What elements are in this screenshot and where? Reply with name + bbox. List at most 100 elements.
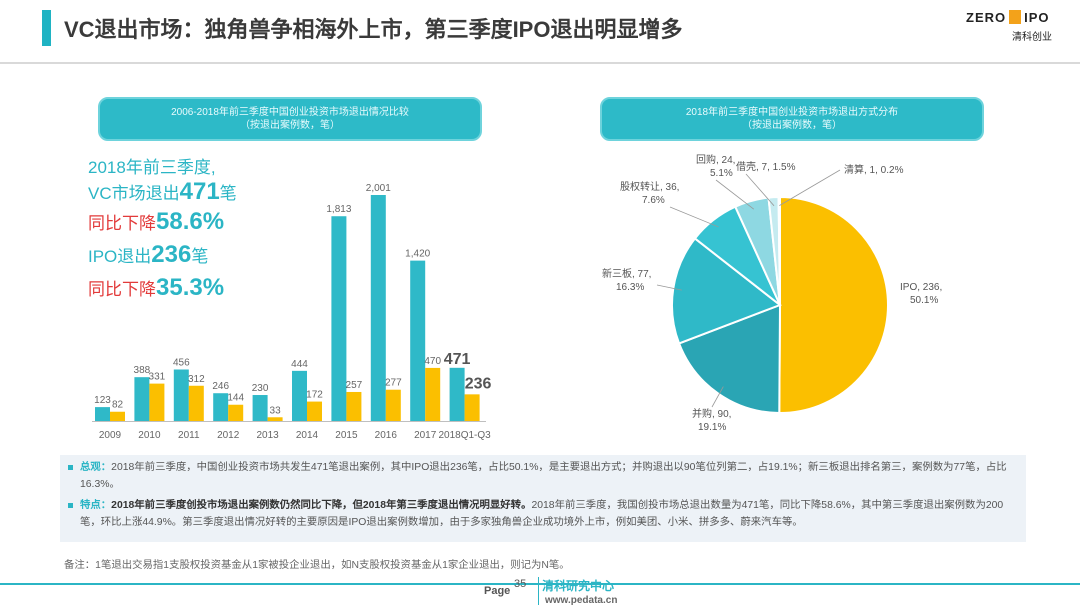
- pie-chart-subtitle: （按退出案例数，笔）: [742, 120, 842, 131]
- highlight-vc-decline: 同比下降58.6%: [88, 208, 225, 235]
- highlight-period: 2018年前三季度,: [88, 158, 216, 177]
- bar-ipo-exits: [425, 367, 441, 421]
- pie-label-2: 新三板, 77, 16.3%: [602, 267, 651, 293]
- bar-total-value-label: 456: [173, 357, 190, 368]
- highlight-ipo-exits-value: 236: [151, 241, 192, 268]
- bar-total-exits: [370, 195, 386, 421]
- bar-total-exits: [134, 377, 150, 421]
- bullet-icon: [68, 465, 73, 470]
- bar-ipo-value-label: 33: [270, 405, 282, 416]
- bar-ipo-exits: [188, 385, 204, 421]
- bar-ipo-value-label: 144: [227, 393, 244, 404]
- bar-total-exits: [173, 369, 189, 421]
- highlight-vc-decline-value: 58.6%: [156, 208, 225, 235]
- pie-label-5: 借壳, 7, 1.5%: [736, 160, 796, 173]
- bar-total-value-label: 246: [212, 381, 229, 392]
- bullet-icon: [68, 503, 73, 508]
- x-tick-label: 2009: [99, 430, 122, 441]
- x-tick-label: 2010: [138, 430, 161, 441]
- pie-label-3: 股权转让, 36, 7.6%: [620, 180, 679, 206]
- highlight-ipo-decline-value: 35.3%: [156, 274, 225, 301]
- bar-total-value-label: 2,001: [366, 183, 391, 194]
- highlight-vc-exits-value: 471: [179, 178, 220, 205]
- bar-total-exits: [449, 367, 465, 421]
- bar-total-value-label: 471: [444, 351, 471, 368]
- note-features: 特点：2018年前三季度创投市场退出案例数仍然同比下降，但2018年第三季度退出…: [68, 497, 1020, 531]
- bar-ipo-exits: [228, 404, 244, 421]
- bar-total-value-label: 230: [252, 383, 269, 394]
- pie-label-4: 回购, 24, 5.1%: [696, 153, 735, 179]
- bar-ipo-value-label: 172: [306, 390, 323, 401]
- pie-leader-line-5: [745, 173, 775, 207]
- bar-ipo-value-label: 277: [385, 378, 402, 389]
- pie-chart-title: 2018年前三季度中国创业投资市场退出方式分布: [685, 107, 899, 118]
- footer-url: www.pedata.cn: [545, 595, 618, 606]
- pie-slice-1: [677, 303, 782, 415]
- pie-slice-6: [777, 195, 781, 306]
- notes-box: 总观：2018年前三季度，中国创业投资市场共发生471笔退出案例，其中IPO退出…: [60, 455, 1026, 542]
- bar-ipo-value-label: 331: [149, 372, 166, 383]
- bar-total-exits: [331, 216, 347, 421]
- bar-ipo-exits: [267, 417, 283, 421]
- x-tick-label: 2017: [414, 430, 437, 441]
- pie-leader-line-1: [711, 386, 724, 408]
- footer-brand: 清科研究中心: [542, 579, 615, 593]
- bar-total-value-label: 1,813: [326, 204, 351, 215]
- bar-total-value-label: 123: [94, 395, 111, 406]
- logo-text-right: IPO: [1024, 10, 1050, 25]
- footer-separator: [538, 577, 539, 605]
- bar-ipo-value-label: 236: [465, 375, 492, 392]
- x-tick-label: 2015: [335, 430, 358, 441]
- pie-leader-line-2: [656, 284, 682, 291]
- zero2ipo-logo: ZERO IPO 清科创业: [966, 10, 1070, 46]
- header-accent-bar: [42, 10, 51, 46]
- bar-ipo-exits: [385, 389, 401, 421]
- bar-chart-subtitle: （按退出案例数，笔）: [240, 120, 340, 131]
- bar-total-exits: [292, 370, 307, 421]
- bar-chart-title-box: 2006-2018年前三季度中国创业投资市场退出情况比较 （按退出案例数，笔）: [98, 97, 482, 141]
- bar-ipo-value-label: 82: [112, 400, 124, 411]
- x-tick-label: 2011: [178, 430, 200, 441]
- pie-chart-title-box: 2018年前三季度中国创业投资市场退出方式分布 （按退出案例数，笔）: [600, 97, 984, 141]
- bar-chart-title: 2006-2018年前三季度中国创业投资市场退出情况比较: [171, 107, 409, 118]
- logo-mark-icon: [1009, 10, 1022, 24]
- bar-total-value-label: 444: [291, 359, 308, 370]
- bar-ipo-exits: [464, 394, 480, 421]
- logo-text-left: ZERO: [966, 10, 1007, 25]
- note-summary: 总观：2018年前三季度，中国创业投资市场共发生471笔退出案例，其中IPO退出…: [68, 459, 1020, 493]
- pie-label-6: 清算, 1, 0.2%: [844, 163, 904, 176]
- pie-leader-line-6: [779, 169, 841, 206]
- bar-ipo-exits: [110, 411, 125, 421]
- bar-ipo-exits: [149, 383, 165, 421]
- highlight-ipo-exits: IPO退出236笔: [88, 241, 209, 268]
- x-tick-label: 2018Q1-Q3: [438, 430, 491, 441]
- pie-slice-0: [778, 195, 889, 414]
- footnote: 备注：1笔退出交易指1支股权投资基金从1家被投企业退出，如N支股权投资基金从1家…: [64, 560, 570, 571]
- highlight-ipo-decline: 同比下降35.3%: [88, 274, 225, 301]
- pie-slice-2: [671, 237, 783, 345]
- bar-ipo-value-label: 257: [346, 380, 363, 391]
- logo-subtext: 清科创业: [1012, 32, 1052, 43]
- bar-total-value-label: 388: [134, 365, 151, 376]
- bar-ipo-exits: [307, 401, 322, 421]
- header-divider: [0, 62, 1080, 64]
- footer-divider: [0, 583, 1080, 585]
- pie-label-1: 并购, 90, 19.1%: [692, 407, 731, 433]
- pie-label-0: IPO, 236, 50.1%: [900, 282, 942, 306]
- bar-ipo-value-label: 470: [424, 356, 441, 367]
- bar-total-value-label: 1,420: [405, 249, 430, 260]
- bar-total-exits: [213, 393, 229, 421]
- x-tick-label: 2012: [217, 430, 240, 441]
- x-tick-label: 2013: [256, 430, 279, 441]
- pie-leader-line-3: [669, 206, 719, 228]
- bar-total-exits: [95, 407, 110, 421]
- x-tick-label: 2016: [375, 430, 398, 441]
- bar-ipo-value-label: 312: [188, 374, 205, 385]
- bar-total-exits: [410, 260, 426, 421]
- page-label: Page: [484, 585, 511, 597]
- bar-ipo-exits: [346, 391, 362, 421]
- pie-leader-line-4: [715, 179, 755, 210]
- x-tick-label: 2014: [296, 430, 319, 441]
- bar-total-exits: [252, 395, 268, 421]
